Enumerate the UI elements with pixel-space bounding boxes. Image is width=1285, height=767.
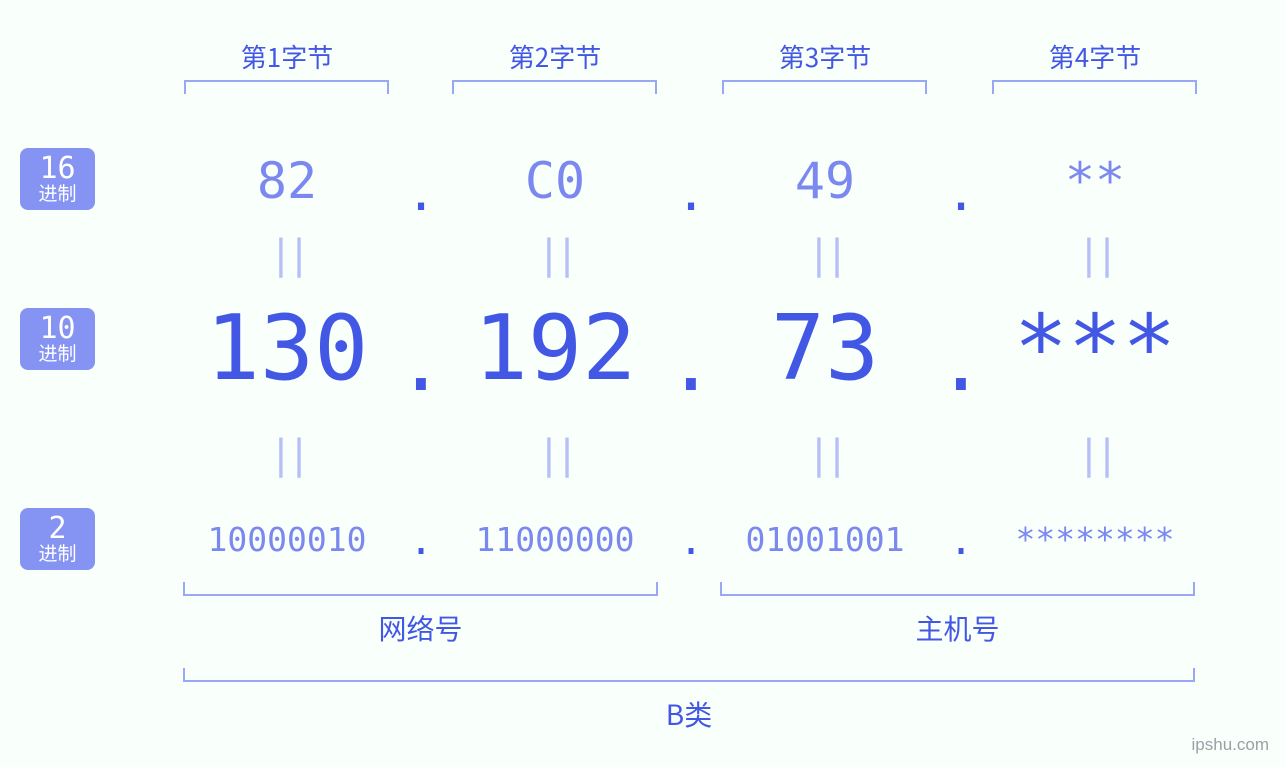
dec-dot-2: . xyxy=(661,316,721,409)
hex-byte-1: 82 xyxy=(167,152,407,210)
equals-b1-r2: || xyxy=(267,432,307,478)
class-bracket xyxy=(183,668,1195,682)
byte-bracket-3 xyxy=(722,80,927,94)
bin-dot-3: . xyxy=(941,518,981,564)
hex-byte-3: 49 xyxy=(705,152,945,210)
byte-header-4: 第4字节 xyxy=(995,38,1195,75)
hex-dot-3: . xyxy=(941,164,981,222)
byte-bracket-2 xyxy=(452,80,657,94)
bin-byte-4: ******** xyxy=(965,520,1225,559)
radix-sub: 进制 xyxy=(38,545,76,565)
byte-header-3: 第3字节 xyxy=(725,38,925,75)
equals-b2-r1: || xyxy=(535,232,575,278)
equals-b1-r1: || xyxy=(267,232,307,278)
radix-sub: 进制 xyxy=(38,345,76,365)
hex-dot-2: . xyxy=(671,164,711,222)
host-label: 主机号 xyxy=(720,608,1195,648)
byte-header-2: 第2字节 xyxy=(455,38,655,75)
byte-header-1: 第1字节 xyxy=(187,38,387,75)
dec-byte-2: 192 xyxy=(425,296,685,401)
radix-badge-10: 10 进制 xyxy=(20,308,95,370)
dec-byte-1: 130 xyxy=(157,296,417,401)
dec-dot-3: . xyxy=(931,316,991,409)
network-label: 网络号 xyxy=(183,608,658,648)
byte-bracket-1 xyxy=(184,80,389,94)
equals-b3-r2: || xyxy=(805,432,845,478)
hex-byte-2: C0 xyxy=(435,152,675,210)
network-bracket xyxy=(183,582,658,596)
dec-byte-4: *** xyxy=(965,296,1225,401)
bin-dot-2: . xyxy=(671,518,711,564)
bin-dot-1: . xyxy=(401,518,441,564)
host-bracket xyxy=(720,582,1195,596)
equals-b4-r1: || xyxy=(1075,232,1115,278)
class-label: B类 xyxy=(183,694,1195,734)
radix-badge-2: 2 进制 xyxy=(20,508,95,570)
byte-bracket-4 xyxy=(992,80,1197,94)
radix-num: 10 xyxy=(39,313,75,345)
dec-byte-3: 73 xyxy=(695,296,955,401)
watermark: ipshu.com xyxy=(1192,735,1269,755)
equals-b4-r2: || xyxy=(1075,432,1115,478)
radix-num: 16 xyxy=(39,153,75,185)
bin-byte-1: 10000010 xyxy=(157,520,417,559)
bin-byte-2: 11000000 xyxy=(425,520,685,559)
radix-num: 2 xyxy=(48,513,66,545)
radix-badge-16: 16 进制 xyxy=(20,148,95,210)
equals-b3-r1: || xyxy=(805,232,845,278)
radix-sub: 进制 xyxy=(38,185,76,205)
bin-byte-3: 01001001 xyxy=(695,520,955,559)
hex-dot-1: . xyxy=(401,164,441,222)
dec-dot-1: . xyxy=(391,316,451,409)
hex-byte-4: ** xyxy=(975,152,1215,210)
equals-b2-r2: || xyxy=(535,432,575,478)
